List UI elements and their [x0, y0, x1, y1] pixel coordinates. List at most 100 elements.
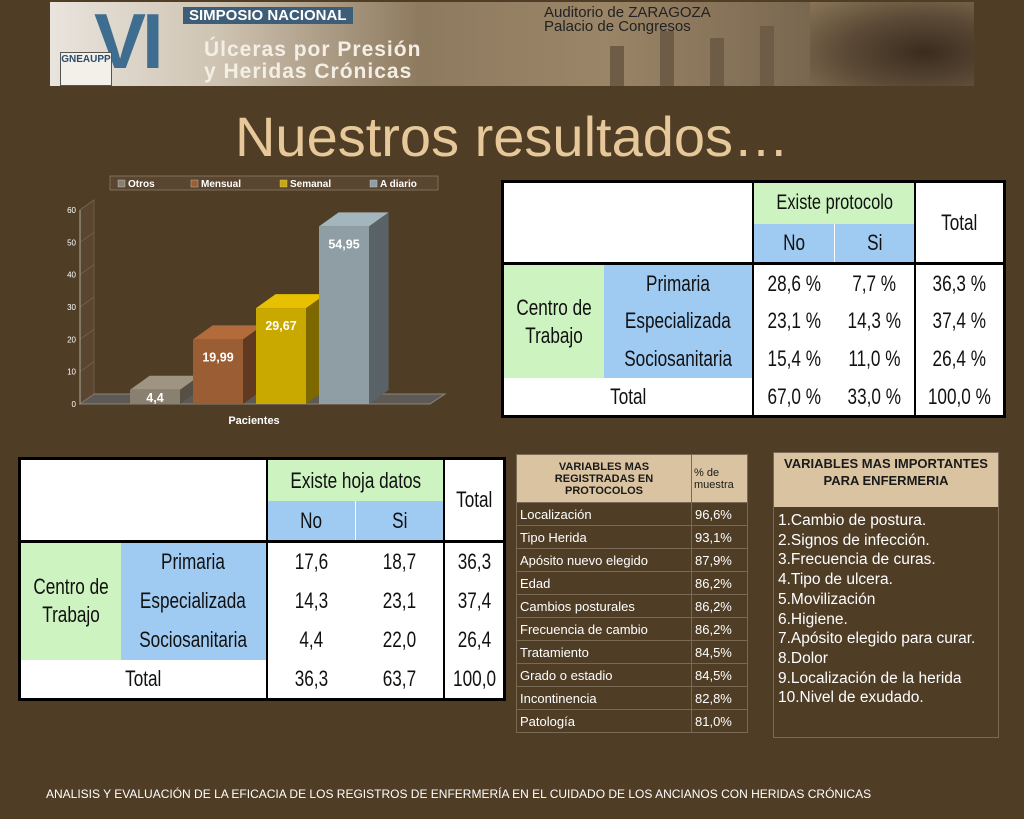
cell-total: 37,4 — [443, 581, 505, 621]
page-title: Nuestros resultados… — [234, 105, 789, 168]
list-item: 2.Signos de infección. — [778, 531, 930, 549]
list-item: 6.Higiene. — [778, 610, 848, 628]
list-item: 3.Frecuencia de curas. — [778, 551, 936, 569]
data-label: 29,67 — [265, 319, 296, 333]
row-group-centro: Centro de Trabajo — [502, 263, 604, 379]
variable-pct: 87,9% — [691, 548, 748, 572]
banner-simposio: SIMPOSIO NACIONAL — [183, 7, 353, 24]
table-row: Patología 81,0% — [516, 709, 748, 733]
header-pct: % de muestra — [691, 454, 748, 503]
variable-name: Grado o estadio — [516, 663, 692, 687]
y-tick-label: 40 — [67, 271, 76, 280]
variable-pct: 84,5% — [691, 663, 748, 687]
header-no: No — [265, 501, 356, 542]
data-label: 19,99 — [202, 350, 233, 364]
bar-top — [256, 294, 326, 309]
header-existe-protocolo: Existe protocolo — [752, 181, 916, 224]
bar-a-diario — [319, 226, 369, 404]
variable-name: Incontinencia — [516, 686, 692, 710]
header-total: Total — [443, 458, 505, 542]
cell-si: 7,7 % — [852, 270, 897, 296]
statue-image — [810, 2, 974, 86]
y-tick-label: 0 — [72, 400, 77, 409]
variable-pct: 86,2% — [691, 571, 748, 595]
table-row: Tratamiento 84,5% — [516, 640, 748, 664]
banner-venue2: Palacio de Congresos — [544, 18, 691, 35]
cell-total: 37,4 % — [914, 301, 1005, 341]
row-label: Sociosanitaria — [121, 620, 267, 660]
cell-no: 17,6 — [265, 541, 356, 581]
chart-legend: Otros Mensual Semanal A diario — [109, 175, 439, 191]
cell-si: 22,0 — [382, 627, 417, 653]
y-tick-label: 30 — [67, 303, 76, 312]
gridline — [79, 393, 95, 405]
list-item: 9.Localización de la herida — [778, 669, 962, 687]
cell-si: 11,0 % — [848, 346, 901, 372]
banner: VI SIMPOSIO NACIONAL Úlceras por Presión… — [50, 2, 974, 86]
protocol-table: Existe protocolo Total No Si Centro de T… — [501, 180, 1006, 418]
variable-pct: 96,6% — [691, 502, 748, 526]
table-row: Grado o estadio 84,5% — [516, 663, 748, 687]
header-variables: VARIABLES MAS REGISTRADAS EN PROTOCOLOS — [516, 454, 692, 503]
total-label: Total — [125, 665, 162, 691]
cell-no: 28,6 % — [752, 263, 835, 302]
table-row: Incontinencia 82,8% — [516, 686, 748, 710]
banner-line1: Úlceras por Presión — [204, 38, 422, 61]
cell-no: 67,0 % — [752, 378, 835, 417]
variable-pct: 86,2% — [691, 594, 748, 618]
cell-total: 100,0 — [443, 659, 505, 700]
bar-chart: Otros Mensual Semanal A diario 0 10 20 30 40 50 6… — [67, 175, 447, 427]
legend-label: Otros — [128, 179, 155, 190]
gridline — [79, 361, 95, 372]
legend-swatch — [190, 179, 199, 188]
list-item: 10.Nivel de exudado. — [778, 689, 924, 707]
bar-mensual — [193, 339, 243, 404]
gridline — [79, 296, 95, 308]
nursing-variables-box: VARIABLES MAS IMPORTANTES PARA ENFERMERI… — [773, 452, 999, 738]
cell-si: 33,0 % — [847, 383, 901, 409]
total-label: Total — [609, 383, 647, 409]
gneaupp-logo: GNEAUPP — [60, 52, 112, 86]
gridline — [79, 232, 95, 243]
footer-caption: ANALISIS Y EVALUACIÓN DE LA EFICACIA DE … — [46, 787, 872, 801]
data-label: 54,95 — [328, 237, 359, 251]
variable-pct: 82,8% — [691, 686, 748, 710]
bar-top — [193, 325, 263, 340]
list-item: 5.Movilización — [778, 590, 876, 608]
variable-name: Frecuencia de cambio — [516, 617, 692, 641]
chart-bars: 4,4 19,99 29,67 54,95 — [130, 212, 389, 405]
banner-line2: y Heridas Crónicas — [204, 60, 413, 83]
bar-otros — [130, 389, 180, 404]
legend-swatch — [369, 179, 378, 188]
gridline — [79, 329, 95, 340]
cell-si: 14,3 % — [847, 308, 901, 334]
cell-total: 26,4 — [443, 620, 505, 660]
header-no: No — [752, 223, 835, 264]
table-row: Frecuencia de cambio 86,2% — [516, 617, 748, 641]
variable-name: Cambios posturales — [516, 594, 692, 618]
cell-si: 63,7 — [382, 665, 417, 691]
variable-pct: 93,1% — [691, 525, 748, 549]
variable-name: Edad — [516, 571, 692, 595]
bar-top — [130, 375, 200, 390]
cell-no: 4,4 — [265, 620, 356, 660]
row-group-centro: Centro de Trabajo — [19, 541, 121, 660]
gridline — [79, 199, 95, 211]
legend-swatch — [279, 179, 288, 188]
legend-label: A diario — [380, 179, 417, 190]
bar-top — [319, 212, 389, 227]
legend-label: Mensual — [201, 179, 241, 190]
y-tick-label: 50 — [67, 238, 76, 247]
row-label: Primaria — [604, 263, 754, 302]
table-row: Localización 96,6% — [516, 502, 748, 526]
cell-total: 26,4 % — [914, 340, 1005, 379]
variable-pct: 86,2% — [691, 617, 748, 641]
cell-no: 15,4 % — [752, 340, 835, 379]
cell-total: 36,3 — [443, 541, 505, 581]
variable-name: Localización — [516, 502, 692, 526]
header-si: Si — [833, 223, 916, 264]
row-label: Primaria — [121, 541, 267, 581]
empty-corner — [503, 182, 754, 264]
cell-si: 18,7 — [382, 549, 417, 574]
empty-corner — [20, 459, 267, 542]
